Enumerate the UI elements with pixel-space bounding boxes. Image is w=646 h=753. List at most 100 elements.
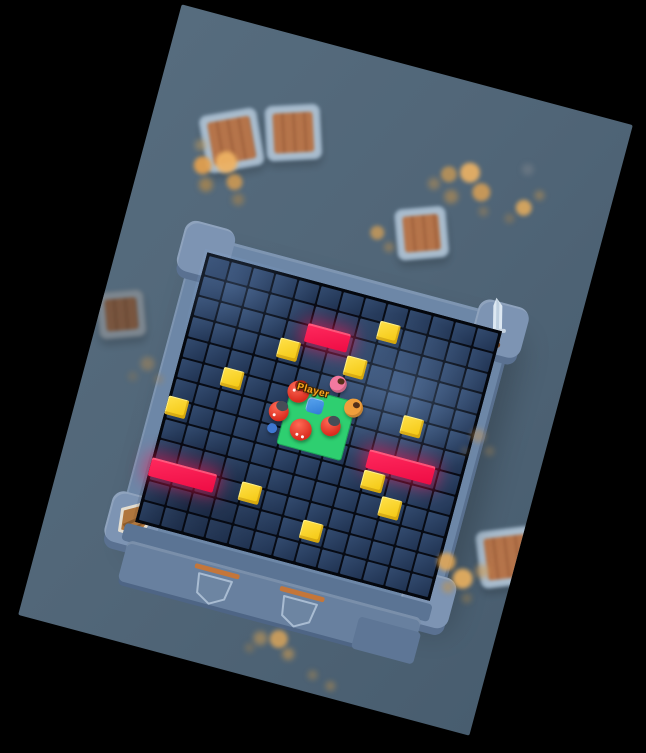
grid-cell[interactable] — [193, 296, 220, 321]
grid-cell[interactable] — [406, 485, 433, 510]
grid-cell[interactable] — [361, 385, 387, 410]
grid-cell[interactable] — [407, 573, 433, 598]
grid-cell[interactable] — [249, 355, 276, 380]
grid-cell[interactable] — [367, 365, 393, 390]
grid-cell[interactable] — [295, 543, 321, 568]
grid-cell[interactable] — [389, 371, 415, 396]
grid-cell[interactable] — [411, 377, 438, 402]
game-viewport[interactable]: Player — [18, 4, 633, 736]
grid-cell[interactable] — [183, 425, 209, 450]
grid-cell[interactable] — [233, 504, 260, 529]
grid-cell[interactable] — [250, 443, 276, 468]
grid-cell[interactable] — [434, 383, 460, 408]
grid-cell[interactable] — [445, 342, 471, 367]
grid-cell[interactable] — [221, 282, 247, 307]
grid-cell[interactable] — [294, 455, 321, 480]
grid-cell[interactable] — [317, 549, 344, 574]
grid-cell[interactable] — [418, 532, 444, 557]
grid-cell[interactable] — [294, 280, 320, 305]
grid-cell[interactable] — [260, 314, 287, 339]
grid-cell[interactable] — [461, 368, 488, 393]
grid-cell[interactable] — [194, 384, 220, 409]
grid-cell[interactable] — [215, 302, 242, 327]
grid-cell[interactable] — [372, 344, 398, 369]
grid-cell[interactable] — [238, 308, 264, 333]
grid-cell[interactable] — [261, 490, 288, 515]
grid-cell[interactable] — [160, 419, 187, 444]
grid-cell[interactable] — [272, 449, 298, 474]
grid-cell[interactable] — [361, 298, 387, 323]
grid-cell[interactable] — [383, 391, 410, 416]
grid-cell[interactable] — [256, 510, 282, 535]
grid-cell[interactable] — [456, 389, 482, 414]
grid-cell[interactable] — [445, 430, 471, 455]
grid-cell[interactable] — [440, 450, 466, 475]
grid-cell[interactable] — [384, 567, 411, 592]
grid-cell[interactable] — [166, 486, 193, 511]
grid-cell[interactable] — [249, 268, 275, 293]
grid-cell[interactable] — [394, 350, 421, 375]
grid-cell[interactable] — [317, 461, 343, 486]
grid-cell[interactable] — [311, 481, 338, 506]
grid-cell[interactable] — [266, 294, 292, 319]
grid-cell[interactable] — [451, 409, 477, 434]
grid-cell[interactable] — [183, 513, 209, 538]
grid-cell[interactable] — [428, 403, 455, 428]
grid-cell[interactable] — [417, 356, 443, 381]
grid-cell[interactable] — [334, 487, 360, 512]
grid-cell[interactable] — [222, 457, 248, 482]
grid-cell[interactable] — [401, 505, 427, 530]
grid-cell[interactable] — [205, 519, 232, 544]
grid-cell[interactable] — [255, 423, 282, 448]
grid-cell[interactable] — [350, 426, 377, 451]
grid-cell[interactable] — [199, 276, 225, 301]
grid-cell[interactable] — [226, 262, 253, 287]
grid-cell[interactable] — [395, 526, 422, 551]
grid-cell[interactable] — [412, 552, 439, 577]
grid-cell[interactable] — [144, 480, 170, 505]
grid-cell[interactable] — [340, 555, 366, 580]
grid-cell[interactable] — [273, 537, 299, 562]
grid-cell[interactable] — [322, 441, 349, 466]
grid-cell[interactable] — [450, 322, 476, 346]
grid-cell[interactable] — [244, 376, 270, 401]
grid-cell[interactable] — [205, 431, 231, 456]
grid-cell[interactable] — [467, 348, 493, 373]
grid-cell[interactable] — [232, 329, 259, 354]
grid-cell[interactable] — [373, 520, 399, 545]
grid-cell[interactable] — [434, 471, 461, 496]
grid-cell[interactable] — [243, 288, 270, 313]
grid-cell[interactable] — [182, 337, 209, 362]
grid-cell[interactable] — [250, 531, 277, 556]
grid-cell[interactable] — [428, 316, 454, 340]
grid-cell[interactable] — [390, 546, 416, 571]
grid-cell[interactable] — [439, 362, 466, 387]
grid-cell[interactable] — [189, 492, 215, 517]
grid-cell[interactable] — [323, 528, 349, 553]
grid-cell[interactable] — [205, 343, 231, 368]
grid-cell[interactable] — [288, 300, 314, 325]
grid-cell[interactable] — [299, 347, 326, 372]
grid-cell[interactable] — [210, 323, 236, 348]
grid-cell[interactable] — [238, 396, 265, 421]
grid-cell[interactable] — [351, 514, 377, 539]
grid-cell[interactable] — [328, 508, 355, 533]
grid-cell[interactable] — [405, 310, 432, 334]
grid-cell[interactable] — [422, 336, 449, 361]
grid-cell[interactable] — [289, 475, 315, 500]
grid-cell[interactable] — [338, 292, 365, 317]
grid-cell[interactable] — [204, 256, 230, 281]
grid-cell[interactable] — [400, 330, 426, 355]
grid-cell[interactable] — [233, 417, 259, 442]
grid-cell[interactable] — [362, 561, 388, 586]
grid-cell[interactable] — [188, 317, 214, 342]
grid-cell[interactable] — [345, 534, 372, 559]
grid-cell[interactable] — [228, 525, 254, 550]
grid-cell[interactable] — [267, 469, 293, 494]
grid-cell[interactable] — [316, 286, 342, 311]
grid-cell[interactable] — [472, 328, 499, 352]
grid-cell[interactable] — [367, 540, 394, 565]
grid-cell[interactable] — [210, 411, 237, 436]
grid-cell[interactable] — [211, 498, 237, 523]
grid-cell[interactable] — [161, 507, 187, 532]
